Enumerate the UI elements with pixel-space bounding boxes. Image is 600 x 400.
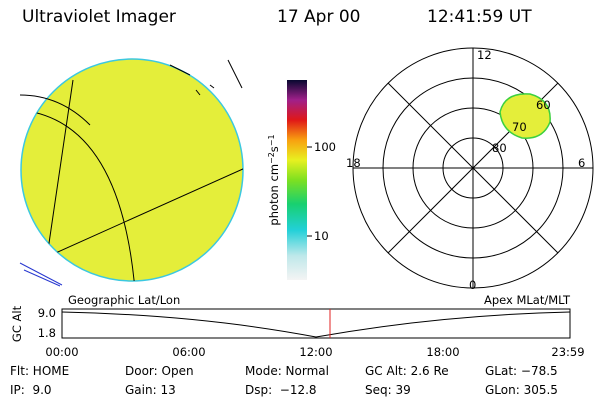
info-field: Door: Open <box>125 364 194 378</box>
timeline-title: Apex MLat/MLT <box>484 293 571 307</box>
colorbar-scale <box>287 80 307 280</box>
x-tick: 12:00 <box>299 345 332 359</box>
x-tick: 00:00 <box>45 345 78 359</box>
label-text: s <box>267 146 281 152</box>
grid-line <box>19 262 63 287</box>
label-exp: −2 <box>267 152 276 164</box>
colorbar-label: photon cm−2s−1 <box>267 134 281 225</box>
time: 12:41:59 UT <box>427 7 532 27</box>
info-field: Seq: 39 <box>365 383 411 397</box>
info-panel: Flt: HOME Door: Open Mode: Normal GC Alt: 2… <box>10 364 558 397</box>
aurora-blob <box>499 93 551 139</box>
y-tick: 1.8 <box>38 326 56 340</box>
image-disc <box>20 58 244 282</box>
image-panel <box>19 58 244 287</box>
info-field: Gain: 13 <box>125 383 176 397</box>
y-tick: 9.0 <box>38 306 56 320</box>
x-tick: 18:00 <box>426 345 459 359</box>
mlt-label: 6 <box>578 156 585 170</box>
info-field: GC Alt: 2.6 Re <box>365 364 449 378</box>
timeline: Geographic Lat/Lon Apex MLat/MLT GC Alt … <box>10 293 585 359</box>
lat-label: 70 <box>512 120 527 134</box>
lat-label: 80 <box>492 141 507 155</box>
x-tick: 23:59 <box>551 345 584 359</box>
label-text: photon cm <box>267 164 281 226</box>
timeline-frame <box>61 308 571 339</box>
info-field: GLon: 305.5 <box>485 383 558 397</box>
grid-line <box>19 94 91 126</box>
x-tick: 06:00 <box>172 345 205 359</box>
grid-line <box>169 59 243 96</box>
date: 17 Apr 00 <box>277 7 360 27</box>
polar-plot <box>352 47 594 289</box>
mlt-label: 18 <box>346 156 361 170</box>
info-field: IP: 9.0 <box>10 383 52 397</box>
info-field: GLat: −78.5 <box>485 364 558 378</box>
colorbar-tick: 100 <box>314 140 336 154</box>
info-field: Flt: HOME <box>10 364 69 378</box>
colorbar-tick: 10 <box>314 229 329 243</box>
lat-label: 60 <box>536 98 551 112</box>
colorbar: 100 10 photon cm−2s−1 <box>267 80 336 280</box>
y-label: GC Alt <box>10 305 24 342</box>
mlt-label: 12 <box>477 48 492 62</box>
title: Ultraviolet Imager <box>22 7 176 27</box>
info-field: Mode: Normal <box>245 364 329 378</box>
info-field: Dsp: −12.8 <box>245 383 317 397</box>
label-exp: −1 <box>267 134 276 146</box>
altitude-curve <box>61 311 571 338</box>
mlt-label: 0 <box>469 278 476 292</box>
timeline-title: Geographic Lat/Lon <box>68 293 180 307</box>
